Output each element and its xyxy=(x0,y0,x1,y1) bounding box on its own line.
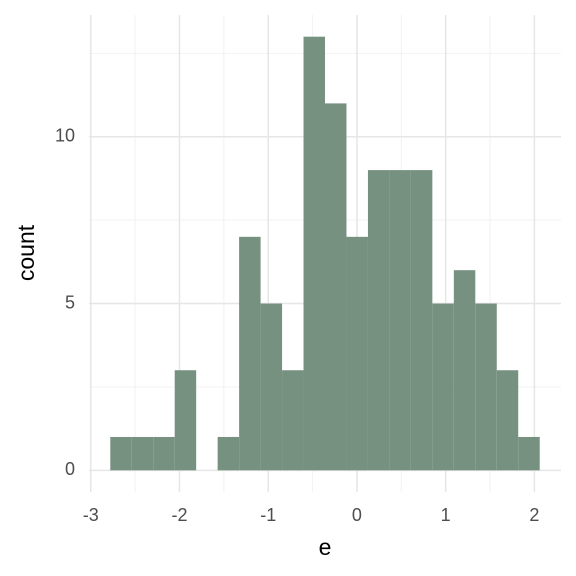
x-axis-title: e xyxy=(319,534,332,560)
y-tick-label: 5 xyxy=(65,292,75,312)
x-tick-label: 0 xyxy=(352,505,362,525)
bar xyxy=(410,170,433,471)
x-tick-label: -2 xyxy=(171,505,187,525)
bar xyxy=(518,436,540,471)
y-tick-label: 0 xyxy=(65,459,75,479)
bar xyxy=(496,370,519,471)
x-tick-label: 1 xyxy=(441,505,451,525)
bar xyxy=(346,236,368,471)
bar xyxy=(110,436,132,471)
bar xyxy=(303,36,325,471)
bar xyxy=(217,436,240,471)
bar xyxy=(260,303,283,471)
x-tick-label: 2 xyxy=(529,505,539,525)
bar xyxy=(239,236,261,471)
bar xyxy=(325,103,347,471)
x-tick-label: -1 xyxy=(260,505,276,525)
bar xyxy=(153,436,175,471)
bar xyxy=(432,303,454,471)
x-tick-label: -3 xyxy=(83,505,99,525)
y-axis-title: count xyxy=(13,224,39,281)
bar xyxy=(389,170,411,471)
bar xyxy=(453,270,476,471)
bar xyxy=(475,303,497,471)
bar xyxy=(131,436,154,471)
bar xyxy=(282,370,304,471)
bar xyxy=(367,170,390,471)
y-tick-label: 10 xyxy=(55,126,75,146)
bar xyxy=(174,370,197,471)
